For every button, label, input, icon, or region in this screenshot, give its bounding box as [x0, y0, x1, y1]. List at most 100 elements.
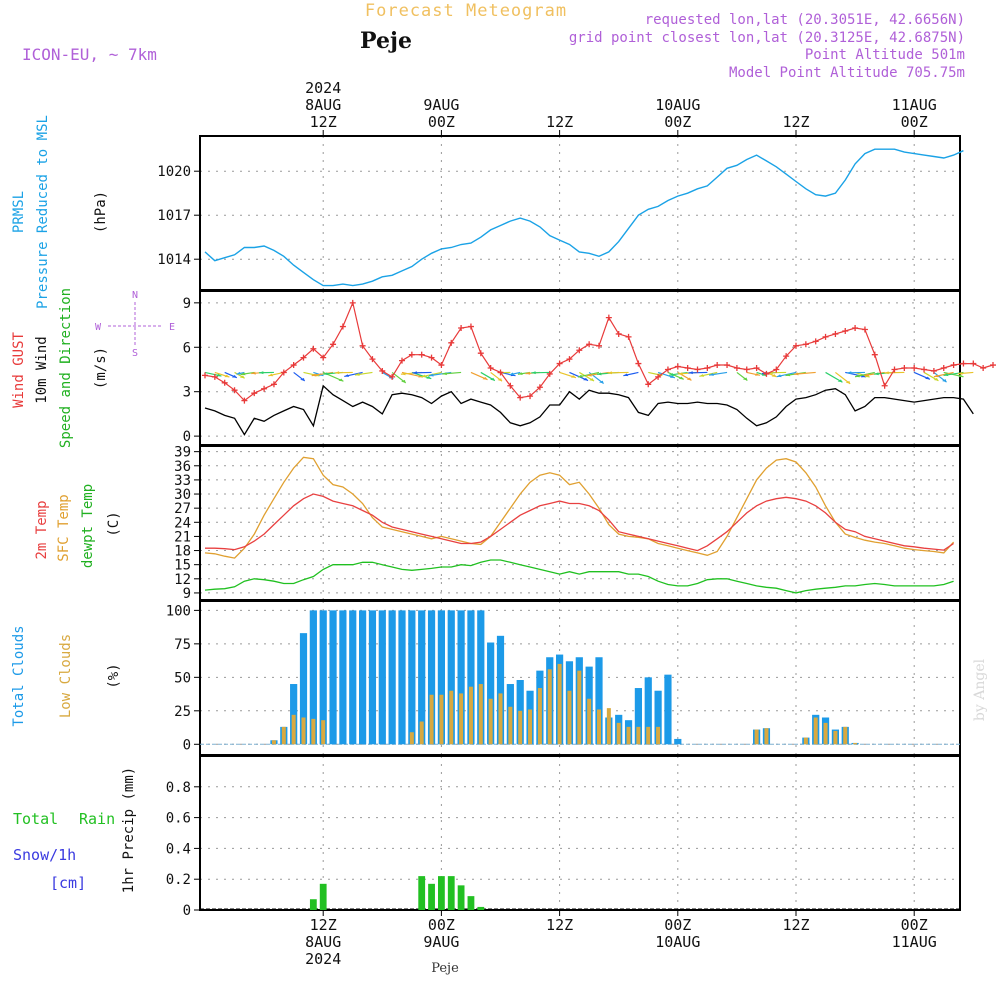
- gust-marker: [448, 339, 455, 346]
- gust-marker: [507, 382, 514, 389]
- temp-ytick-label: 12: [174, 572, 191, 588]
- gust-marker: [871, 351, 878, 358]
- pressure-ytick-label: 1020: [157, 164, 191, 180]
- wind-arrow-head: [855, 374, 861, 378]
- gust-marker: [221, 379, 228, 386]
- cloud-ytick-label: 50: [174, 670, 191, 686]
- low-cloud-bar: [498, 693, 503, 745]
- low-cloud-bar: [577, 670, 582, 745]
- wind-arrow-head: [699, 374, 705, 377]
- gust-marker: [300, 354, 307, 361]
- rain-bar: [319, 883, 327, 910]
- gust-marker: [753, 365, 760, 371]
- wind-arrow-head: [482, 376, 488, 380]
- total-cloud-bar: [437, 610, 445, 745]
- low-cloud-bar: [409, 732, 414, 745]
- gust-marker: [458, 325, 465, 332]
- gust-marker: [822, 333, 829, 340]
- wind-arrow-head: [334, 371, 340, 375]
- gust-marker: [320, 354, 327, 361]
- temp-unit: (C): [106, 511, 122, 536]
- gust-marker: [566, 356, 573, 363]
- wind-arrow-head: [958, 374, 964, 378]
- rain-bar: [438, 876, 445, 910]
- compass-rose-icon: N S W E: [95, 290, 175, 359]
- low-cloud-bar: [468, 686, 473, 745]
- gust-marker: [241, 397, 248, 404]
- gust-marker: [763, 370, 770, 377]
- low-cloud-bar: [508, 706, 513, 745]
- low-cloud-bar: [311, 718, 316, 745]
- gust-marker: [586, 341, 593, 348]
- wind-arrow-head: [793, 372, 799, 376]
- gust-marker: [497, 369, 504, 376]
- location-title: Peje: [360, 28, 412, 54]
- precip-axis-label: 1hr Precip (mm): [121, 767, 137, 893]
- gust-marker: [605, 314, 612, 321]
- bottom-time-label: 00Z: [901, 916, 928, 934]
- low-cloud-bar: [518, 710, 523, 745]
- low-cloud-bar: [567, 690, 572, 745]
- gust-marker: [881, 382, 888, 389]
- total-cloud-bar: [595, 657, 603, 745]
- wind-arrow-head: [943, 373, 949, 377]
- low-cloud-bar: [547, 669, 552, 745]
- total-cloud-bar: [408, 610, 416, 745]
- bottom-time-label: 00Z: [664, 916, 691, 934]
- pressure-labels: PRMSL Pressure Reduced to MSL (hPa): [11, 115, 109, 309]
- wind-arrow-head: [596, 372, 602, 376]
- cloud-labels: Total Clouds Low Clouds (%): [11, 625, 122, 726]
- precip-frame: [199, 755, 961, 911]
- total-cloud-bar: [309, 610, 317, 745]
- wind-arrow-head: [623, 373, 629, 377]
- cloud-unit: (%): [106, 663, 122, 688]
- rain-bar: [467, 896, 475, 910]
- low-cloud-bar: [419, 721, 424, 745]
- cloud-total-label: Total Clouds: [11, 625, 27, 726]
- wind-arrow-head: [239, 375, 245, 379]
- rain-bar: [309, 899, 317, 910]
- low-cloud-bar: [301, 717, 306, 745]
- pressure-label-prmsl: PRMSL: [11, 191, 27, 233]
- gust-marker: [251, 390, 258, 397]
- low-cloud-bar: [528, 709, 533, 745]
- gust-marker: [960, 360, 967, 367]
- low-cloud-bar: [636, 726, 641, 745]
- top-time-label: 12Z: [782, 113, 809, 131]
- low-cloud-bar: [823, 722, 828, 745]
- gust-marker: [743, 366, 750, 373]
- gust-marker: [576, 347, 583, 354]
- precip-ytick-label: 0.4: [166, 841, 191, 857]
- temp-ytick-label: 24: [174, 515, 191, 531]
- wind-arrow-head: [933, 377, 939, 381]
- temp-ytick-label: 21: [174, 529, 191, 545]
- gust-marker: [970, 360, 977, 367]
- cloud-ytick-label: 0: [183, 737, 191, 753]
- gust-marker: [911, 365, 918, 371]
- precip-labels: Total Rain Snow/1h [cm] 1hr Precip (mm): [13, 767, 137, 893]
- sfc-temp-line: [204, 456, 955, 559]
- gust-marker: [546, 370, 553, 377]
- bottom-time-label: 8AUG: [305, 933, 341, 951]
- low-cloud-bar: [813, 717, 818, 745]
- wind-arrow-head: [837, 379, 843, 383]
- gust-marker: [664, 366, 671, 373]
- pressure-ytick-label: 1017: [157, 208, 191, 224]
- wind-arrow-head: [678, 372, 683, 376]
- total-cloud-bar: [339, 610, 347, 745]
- temp-labels: 2m Temp SFC Temp dewpt Temp (C): [34, 484, 122, 568]
- total-cloud-bar: [329, 610, 337, 745]
- low-cloud-bar: [537, 688, 542, 745]
- total-cloud-bar: [388, 610, 396, 745]
- wind-arrow-head: [570, 375, 576, 378]
- total-cloud-bar: [674, 738, 682, 745]
- gust-marker: [704, 365, 711, 371]
- wind-arrow-head: [344, 374, 350, 377]
- gust-marker: [379, 367, 386, 374]
- gust-marker: [556, 360, 563, 367]
- wind-arrow-head: [216, 373, 222, 377]
- gust-marker: [724, 362, 731, 369]
- bottom-time-label: 9AUG: [423, 933, 459, 951]
- gust-marker: [615, 330, 622, 337]
- top-time-label: 2024: [305, 79, 341, 97]
